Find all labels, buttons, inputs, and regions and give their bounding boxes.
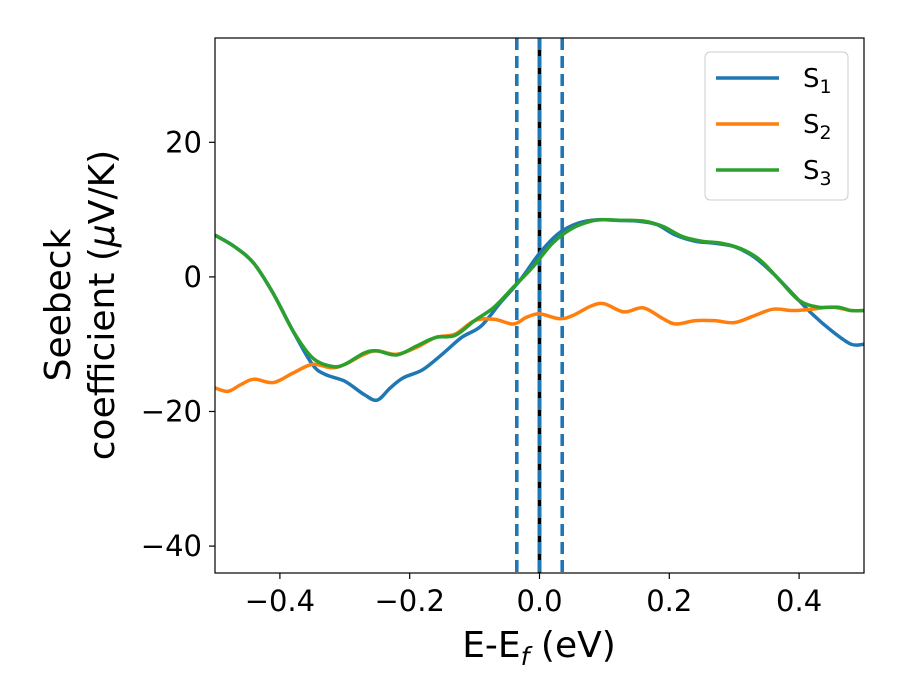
- x-axis-title: E-Ef (eV): [462, 625, 616, 671]
- legend-label-s1: S1: [803, 64, 832, 98]
- legend: S1 S2 S3: [704, 51, 849, 201]
- y-tick-label: 20: [165, 125, 202, 159]
- series-line-s2: [215, 301, 864, 394]
- legend-box: [704, 51, 849, 201]
- x-tick-label: 0.0: [516, 584, 562, 618]
- legend-label-s3: S3: [803, 156, 832, 190]
- legend-label-s2: S2: [803, 110, 832, 144]
- y-axis-title-line1: Seebeck: [38, 228, 79, 381]
- x-tick-label: −0.4: [245, 584, 315, 618]
- y-tick-label: 0: [184, 260, 202, 294]
- y-axis-title: Seebeck coefficient (μV/K): [38, 150, 123, 460]
- y-tick-label: −40: [141, 529, 202, 563]
- y-axis-title-line2: coefficient (μV/K): [82, 150, 123, 460]
- x-tick-label: −0.2: [374, 584, 444, 618]
- x-tick-label: 0.2: [646, 584, 692, 618]
- series-line-s3: [215, 217, 864, 369]
- x-tick-label: 0.4: [776, 584, 822, 618]
- y-tick-label: −20: [141, 394, 202, 428]
